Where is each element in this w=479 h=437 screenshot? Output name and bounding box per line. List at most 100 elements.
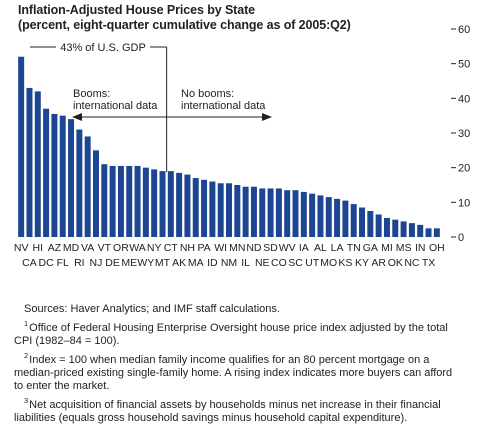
- x-tick-label: AZ: [48, 242, 62, 254]
- x-tick-label: MS: [396, 242, 412, 254]
- x-tick-label: GA: [363, 242, 378, 254]
- x-tick-label: ME: [121, 257, 137, 269]
- bar-il: [242, 186, 249, 237]
- x-tick-label: CT: [164, 242, 179, 254]
- footnote-2: 2Index = 100 when median family income q…: [14, 349, 472, 393]
- x-tick-label: CO: [271, 257, 287, 269]
- x-tick-label: TX: [422, 257, 435, 269]
- bar-nd: [250, 186, 257, 237]
- bar-wa: [134, 165, 141, 237]
- footnote-1: 1Office of Federal Housing Enterprise Ov…: [14, 317, 472, 348]
- bar-ia: [300, 191, 307, 237]
- x-tick-label: WA: [129, 242, 146, 254]
- bar-ca: [26, 87, 33, 238]
- x-tick-label: WV: [279, 242, 296, 254]
- x-tick-label: WI: [214, 242, 227, 254]
- annotations: 43% of U.S. GDP Booms: international dat…: [30, 42, 272, 172]
- bar-or: [117, 165, 124, 237]
- x-tick-label: KS: [338, 257, 352, 269]
- footnote-3: 3Net acquisition of financial assets by …: [14, 394, 472, 425]
- y-tick-label: 60: [458, 24, 470, 36]
- bar-wv: [284, 190, 291, 237]
- y-tick-label: 40: [458, 93, 470, 105]
- x-tick-label: NE: [255, 257, 270, 269]
- bar-mn: [234, 185, 241, 237]
- x-tick-label: CA: [22, 257, 37, 269]
- bars-group: [18, 56, 440, 238]
- x-tick-label: NV: [14, 242, 29, 254]
- x-tick-label: DC: [39, 257, 55, 269]
- bar-ga: [367, 211, 374, 237]
- chart-subtitle: (percent, eight-quarter cumulative chang…: [18, 18, 351, 32]
- bar-wi: [217, 183, 224, 237]
- bar-tn: [350, 204, 357, 237]
- x-tick-label: KY: [355, 257, 369, 269]
- footnote-continuation: to enter the market.: [14, 380, 110, 392]
- bar-ok: [392, 219, 399, 237]
- booms-label-line1: Booms:: [73, 88, 110, 100]
- bar-ri: [76, 129, 83, 237]
- x-tick-label: AR: [371, 257, 386, 269]
- bar-mo: [325, 197, 332, 237]
- x-tick-label: TN: [347, 242, 361, 254]
- bar-sd: [267, 188, 274, 237]
- x-tick-label: AL: [314, 242, 327, 254]
- footnote-text: Index = 100 when median family income qu…: [29, 354, 430, 366]
- bar-nv: [18, 56, 25, 238]
- footnote-marker: 3: [24, 396, 29, 405]
- x-tick-label: HI: [33, 242, 44, 254]
- bar-nm: [226, 183, 232, 237]
- x-tick-label: IL: [241, 257, 250, 269]
- bar-ks: [342, 200, 349, 237]
- no-booms-arrowhead: [262, 113, 272, 121]
- bar-al: [317, 195, 324, 237]
- y-tick-label: 30: [458, 128, 470, 140]
- x-tick-label: LA: [331, 242, 344, 254]
- x-tick-label: UT: [305, 257, 320, 269]
- x-axis-labels: NV HI AZ MD VA VT OR WA NY CT NH PA WI MN ND SD WV IA AL LA…: [14, 242, 445, 269]
- bar-de: [109, 165, 116, 237]
- bar-ma: [192, 178, 199, 237]
- x-tick-label: MN: [229, 242, 245, 254]
- x-tick-label: SD: [263, 242, 278, 254]
- x-tick-label: ID: [207, 257, 218, 269]
- x-tick-label: OR: [113, 242, 129, 254]
- bar-me: [126, 165, 133, 237]
- bar-sc: [292, 190, 299, 237]
- notes-section: Sources: Haver Analytics; and IMF staff …: [14, 303, 472, 426]
- x-tick-label: NC: [404, 257, 420, 269]
- y-axis: 0 10 20 30 40 50 60: [451, 24, 470, 244]
- footnote-continuation: liabilities (equals gross household savi…: [14, 412, 408, 424]
- x-tick-label: MI: [381, 242, 393, 254]
- bar-mt: [159, 171, 166, 237]
- bar-hi: [34, 91, 41, 238]
- bar-ne: [259, 188, 266, 237]
- no-booms-label-line1: No booms:: [181, 88, 234, 100]
- y-tick-label: 10: [458, 197, 470, 209]
- x-tick-label: SC: [288, 257, 303, 269]
- gdp-share-label: 43% of U.S. GDP: [60, 42, 146, 54]
- x-tick-label: OH: [429, 242, 445, 254]
- y-tick-label: 50: [458, 59, 470, 71]
- x-tick-label: PA: [197, 242, 210, 254]
- footnote-marker: 1: [24, 319, 29, 328]
- bar-dc: [43, 108, 50, 237]
- x-tick-label: NM: [221, 257, 237, 269]
- bar-md: [68, 119, 75, 237]
- x-tick-label: ND: [246, 242, 262, 254]
- x-tick-label: DE: [105, 257, 120, 269]
- bar-wy: [142, 167, 149, 237]
- bar-pa: [201, 179, 208, 237]
- x-tick-label: AK: [172, 257, 186, 269]
- bar-ms: [400, 221, 407, 237]
- bar-ut: [309, 193, 316, 237]
- footnote-text: Office of Federal Housing Enterprise Ove…: [29, 322, 448, 334]
- bar-la: [334, 198, 341, 237]
- bar-in: [417, 224, 424, 237]
- x-tick-label: RI: [74, 257, 85, 269]
- chart-title: Inflation-Adjusted House Prices by State: [18, 3, 256, 17]
- x-tick-label: NY: [147, 242, 162, 254]
- bar-nj: [92, 150, 99, 237]
- bar-oh: [433, 228, 440, 237]
- source-note: Sources: Haver Analytics; and IMF staff …: [24, 303, 280, 315]
